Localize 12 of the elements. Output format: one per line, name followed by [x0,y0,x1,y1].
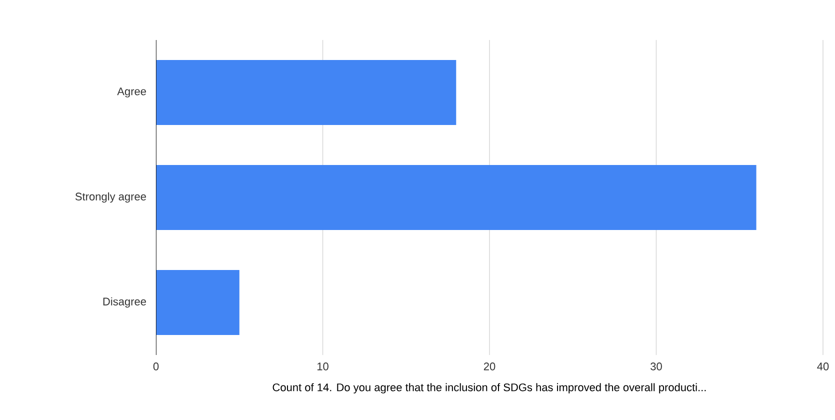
x-tick-label: 0 [153,362,159,370]
bar [156,270,240,335]
x-tick-label: 40 [817,362,829,370]
y-tick-label: Disagree [103,297,146,308]
bar [156,60,456,125]
x-tick-label: 10 [317,362,328,370]
x-tick-label: 20 [484,362,496,370]
y-tick-label: Strongly agree [75,192,146,203]
x-axis-title: Count of 14. Do you agree that the inclusion of SDGs has improved the overall producti... [272,383,706,394]
x-tick-label: 30 [650,362,662,370]
bar [156,164,756,230]
y-tick-label: Agree [117,88,146,98]
